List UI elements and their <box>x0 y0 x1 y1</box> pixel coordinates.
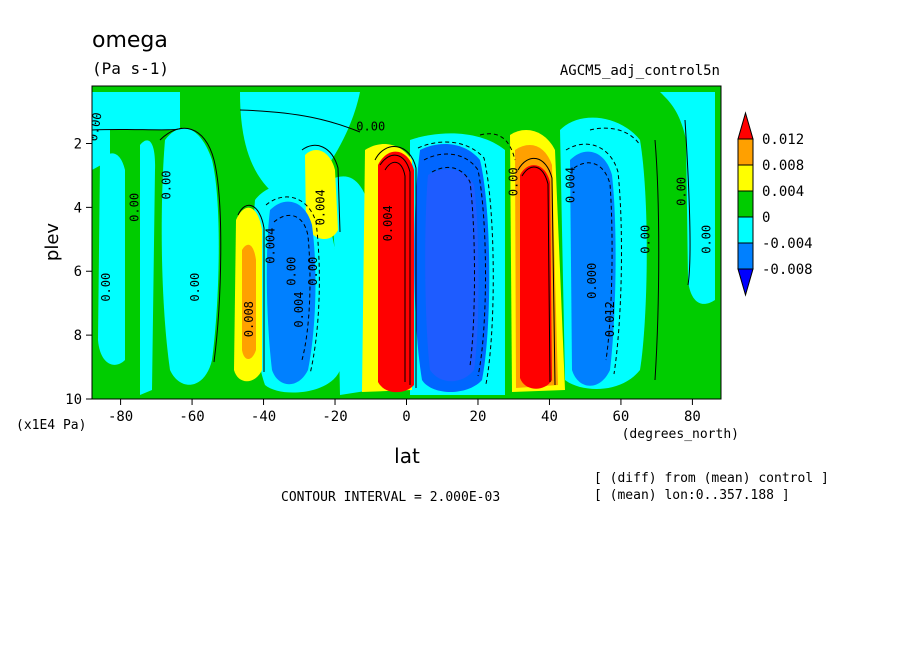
run-label: AGCM5_adj_control5n <box>560 63 720 79</box>
contour-label: 0.004 <box>292 292 306 328</box>
contour-interval: CONTOUR INTERVAL = 2.000E-03 <box>281 490 500 505</box>
colorbar-swatch <box>737 164 754 192</box>
contour-label: 0.00 <box>188 273 202 302</box>
cyan-region <box>161 128 219 385</box>
cyan-region <box>92 92 180 170</box>
colorbar-label: 0 <box>762 210 770 226</box>
cyan-region <box>98 153 125 365</box>
y-tick-label: 4 <box>74 200 82 216</box>
note-diff: [ (diff) from (mean) control ] <box>594 471 829 486</box>
x-tick-label: 0 <box>402 409 410 425</box>
y-tick-label: 2 <box>74 136 82 152</box>
contour-label: 0.004 <box>263 228 277 264</box>
colorbar-label: 0.008 <box>762 158 804 174</box>
blue-region <box>570 151 616 386</box>
cyan-region <box>240 92 360 200</box>
x-axis-title: lat <box>394 444 420 468</box>
x-tick-label: 80 <box>684 409 701 425</box>
orange-region <box>242 244 256 359</box>
colorbar-swatch <box>737 216 754 244</box>
contour-label: 0.00 <box>285 257 299 286</box>
colorbar-label: -0.008 <box>762 262 813 278</box>
contour-label: 0.004 <box>563 167 577 203</box>
x-tick-label: 60 <box>613 409 630 425</box>
contour-label: 0.00 <box>160 171 174 200</box>
x-tick-label: 40 <box>541 409 558 425</box>
contour-label: 0.012 <box>603 301 617 337</box>
contour-label: 0.00 <box>639 225 653 254</box>
chart-title: omega <box>92 28 168 53</box>
x-axis: -80 -60 -40 -20 0 20 40 60 80 <box>108 399 701 425</box>
contour-label: 0.00 <box>674 177 688 206</box>
contour-lines <box>92 109 691 388</box>
contour-labels: 0.000.000.000.00 0.000.0080.0040.000.0040… <box>92 111 713 337</box>
x-axis-units: (degrees_north) <box>622 427 739 442</box>
negative-contour-lines <box>265 127 641 385</box>
colorbar-swatch <box>737 190 754 218</box>
x-tick-label: -60 <box>179 409 204 425</box>
contour-field: 0.000.000.000.00 0.000.0080.0040.000.0040… <box>92 86 721 399</box>
contour-label: 0.00 <box>356 120 385 134</box>
cyan-region <box>660 92 715 304</box>
red-core <box>520 165 552 389</box>
contour-label: 0.004 <box>381 205 395 241</box>
y-tick-label: 8 <box>74 328 82 344</box>
yellow-region <box>305 150 338 240</box>
chart-units: (Pa s-1) <box>92 59 169 78</box>
colorbar: 0.012 0.008 0.004 0 -0.004 -0.008 <box>737 111 813 297</box>
colorbar-swatch <box>737 242 754 270</box>
contour-label: 0.00 <box>127 193 141 222</box>
y-axis-title: plev <box>42 223 63 262</box>
contour-label: 0.008 <box>242 301 256 337</box>
y-axis: 2 4 6 8 10 <box>65 136 92 408</box>
x-tick-label: -40 <box>251 409 276 425</box>
contour-label: 0.00 <box>699 225 713 254</box>
contour-label: 0.00 <box>99 273 113 302</box>
colorbar-label: 0.012 <box>762 132 804 148</box>
x-tick-label: -80 <box>108 409 133 425</box>
colorbar-min-arrow <box>737 268 754 297</box>
y-tick-label: 10 <box>65 392 82 408</box>
cyan-region <box>140 140 156 395</box>
colorbar-swatch <box>737 138 754 166</box>
blue-core-inner <box>425 169 479 382</box>
colorbar-max-arrow <box>737 111 754 140</box>
note-mean: [ (mean) lon:0..357.188 ] <box>594 488 790 503</box>
contour-label: 0.004 <box>313 189 327 225</box>
contour-label: 0.00 <box>506 167 520 196</box>
red-core <box>378 151 414 393</box>
contour-label: 0.000 <box>585 263 599 299</box>
blue-region <box>266 201 316 385</box>
x-tick-label: -20 <box>322 409 347 425</box>
cyan-region <box>330 176 372 395</box>
colorbar-label: -0.004 <box>762 236 813 252</box>
x-tick-label: 20 <box>470 409 487 425</box>
y-axis-units: (x1E4 Pa) <box>16 418 86 433</box>
colorbar-label: 0.004 <box>762 184 804 200</box>
y-tick-label: 6 <box>74 264 82 280</box>
contour-label: 0.00 <box>306 257 320 286</box>
